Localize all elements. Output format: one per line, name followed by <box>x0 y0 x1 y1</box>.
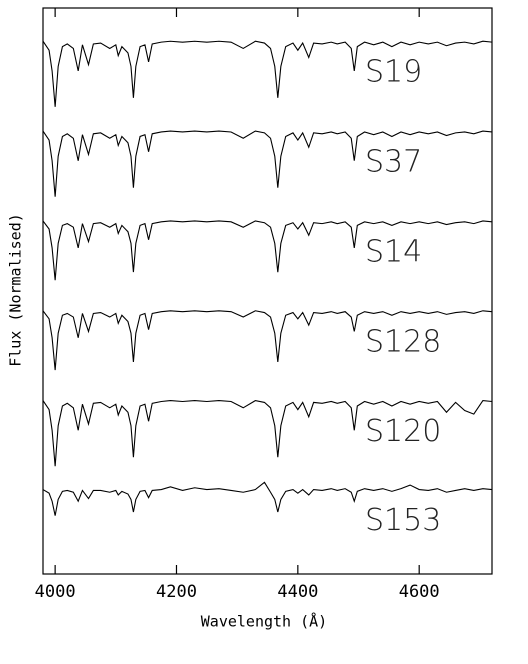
y-axis-label: Flux (Normalised) <box>7 213 25 367</box>
series-label: S14 <box>365 234 422 269</box>
plot-frame <box>42 7 493 575</box>
series-label: S153 <box>365 503 441 538</box>
x-tick-label: 4200 <box>156 582 197 602</box>
spectrum-line <box>42 400 493 467</box>
x-tick-label: 4000 <box>35 582 76 602</box>
series-label: S37 <box>365 145 422 180</box>
series-label: S19 <box>365 55 422 90</box>
spectrum-line <box>42 481 493 516</box>
spectrum-line <box>42 310 493 371</box>
spectrum-line <box>42 220 493 281</box>
spectrum-line <box>42 40 493 107</box>
series-label: S120 <box>365 414 441 449</box>
series-label: S128 <box>365 324 441 359</box>
x-tick-label: 4400 <box>277 582 318 602</box>
spectrum-line <box>42 130 493 197</box>
x-axis-label: Wavelength (Å) <box>201 612 327 631</box>
x-tick-label: 4600 <box>399 582 440 602</box>
